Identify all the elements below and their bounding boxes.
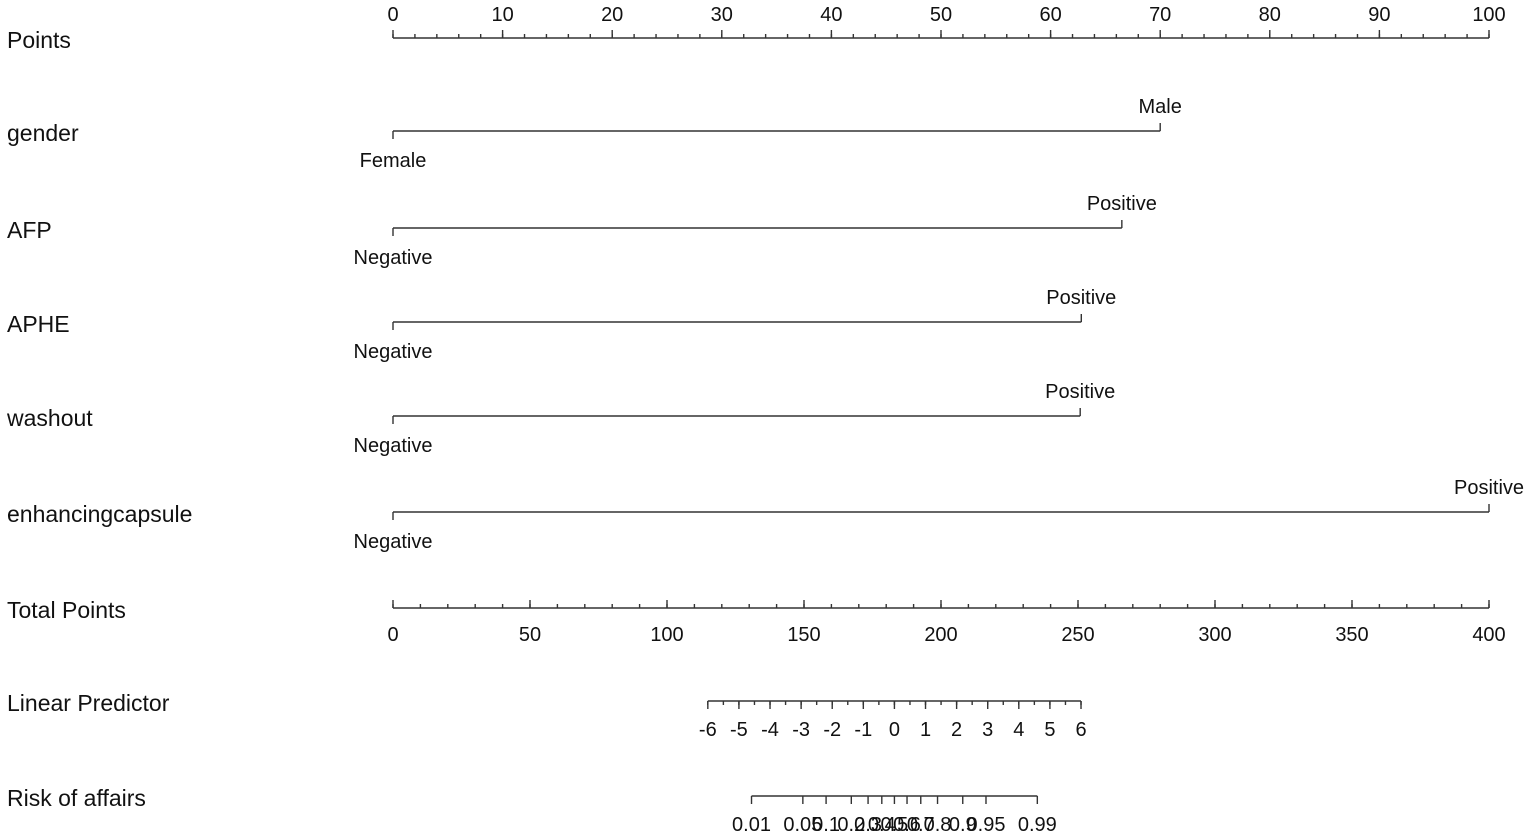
- tick-label-linear_predictor: -1: [854, 719, 872, 741]
- tick-label-total_points: 150: [787, 624, 820, 646]
- row-label-washout: washout: [6, 405, 93, 431]
- tick-label-linear_predictor: -6: [699, 719, 717, 741]
- tick-label-points: 30: [711, 4, 733, 26]
- tick-label-points: 40: [820, 4, 842, 26]
- tick-label-points: 100: [1472, 4, 1505, 26]
- row-label-points: Points: [7, 27, 71, 53]
- tick-label-linear_predictor: 6: [1075, 719, 1086, 741]
- tick-label-linear_predictor: 2: [951, 719, 962, 741]
- tick-label-points: 10: [491, 4, 513, 26]
- tick-label-risk: 0.2: [837, 814, 865, 836]
- tick-label-risk: 0.05: [783, 814, 822, 836]
- tick-label-risk: 0.6: [893, 814, 921, 836]
- tick-label-risk: 0.4: [868, 814, 896, 836]
- row-label-gender: gender: [7, 120, 79, 146]
- tick-label-points: 60: [1039, 4, 1061, 26]
- tick-label-total_points: 100: [650, 624, 683, 646]
- level-label-enhancingcapsule: Positive: [1454, 477, 1524, 499]
- tick-label-linear_predictor: 4: [1013, 719, 1024, 741]
- row-label-total_points: Total Points: [7, 597, 126, 623]
- tick-label-risk: 0.99: [1018, 814, 1057, 836]
- tick-label-total_points: 200: [924, 624, 957, 646]
- row-label-afp: AFP: [7, 217, 52, 243]
- level-label-washout: Negative: [354, 435, 433, 457]
- tick-label-risk: 0.1: [812, 814, 840, 836]
- tick-label-total_points: 350: [1335, 624, 1368, 646]
- tick-label-linear_predictor: 5: [1044, 719, 1055, 741]
- tick-label-risk: 0.8: [924, 814, 952, 836]
- tick-label-points: 0: [387, 4, 398, 26]
- tick-label-points: 80: [1259, 4, 1281, 26]
- tick-label-linear_predictor: -2: [823, 719, 841, 741]
- row-label-linear_predictor: Linear Predictor: [7, 690, 170, 716]
- level-label-afp: Positive: [1087, 193, 1157, 215]
- tick-label-total_points: 0: [387, 624, 398, 646]
- row-label-enhancingcapsule: enhancingcapsule: [7, 501, 192, 527]
- tick-label-total_points: 50: [519, 624, 541, 646]
- tick-label-linear_predictor: -4: [761, 719, 779, 741]
- tick-label-points: 50: [930, 4, 952, 26]
- level-label-gender: Male: [1139, 96, 1182, 118]
- tick-label-points: 90: [1368, 4, 1390, 26]
- tick-label-risk: 0.5: [881, 814, 909, 836]
- tick-label-risk: 0.01: [732, 814, 771, 836]
- row-label-risk: Risk of affairs: [7, 785, 146, 811]
- level-label-aphe: Positive: [1046, 287, 1116, 309]
- level-label-washout: Positive: [1045, 381, 1115, 403]
- tick-label-linear_predictor: -5: [730, 719, 748, 741]
- tick-label-risk: 0.3: [854, 814, 882, 836]
- tick-label-linear_predictor: 1: [920, 719, 931, 741]
- tick-label-linear_predictor: 0: [889, 719, 900, 741]
- tick-label-total_points: 250: [1061, 624, 1094, 646]
- tick-label-total_points: 400: [1472, 624, 1505, 646]
- row-label-aphe: APHE: [7, 311, 70, 337]
- tick-label-total_points: 300: [1198, 624, 1231, 646]
- tick-label-points: 20: [601, 4, 623, 26]
- tick-label-points: 70: [1149, 4, 1171, 26]
- tick-label-linear_predictor: -3: [792, 719, 810, 741]
- tick-label-risk: 0.9: [949, 814, 977, 836]
- tick-label-risk: 0.7: [907, 814, 935, 836]
- level-label-enhancingcapsule: Negative: [354, 531, 433, 553]
- tick-label-linear_predictor: 3: [982, 719, 993, 741]
- level-label-aphe: Negative: [354, 341, 433, 363]
- level-label-gender: Female: [360, 150, 427, 172]
- level-label-afp: Negative: [354, 247, 433, 269]
- tick-label-risk: 0.95: [967, 814, 1006, 836]
